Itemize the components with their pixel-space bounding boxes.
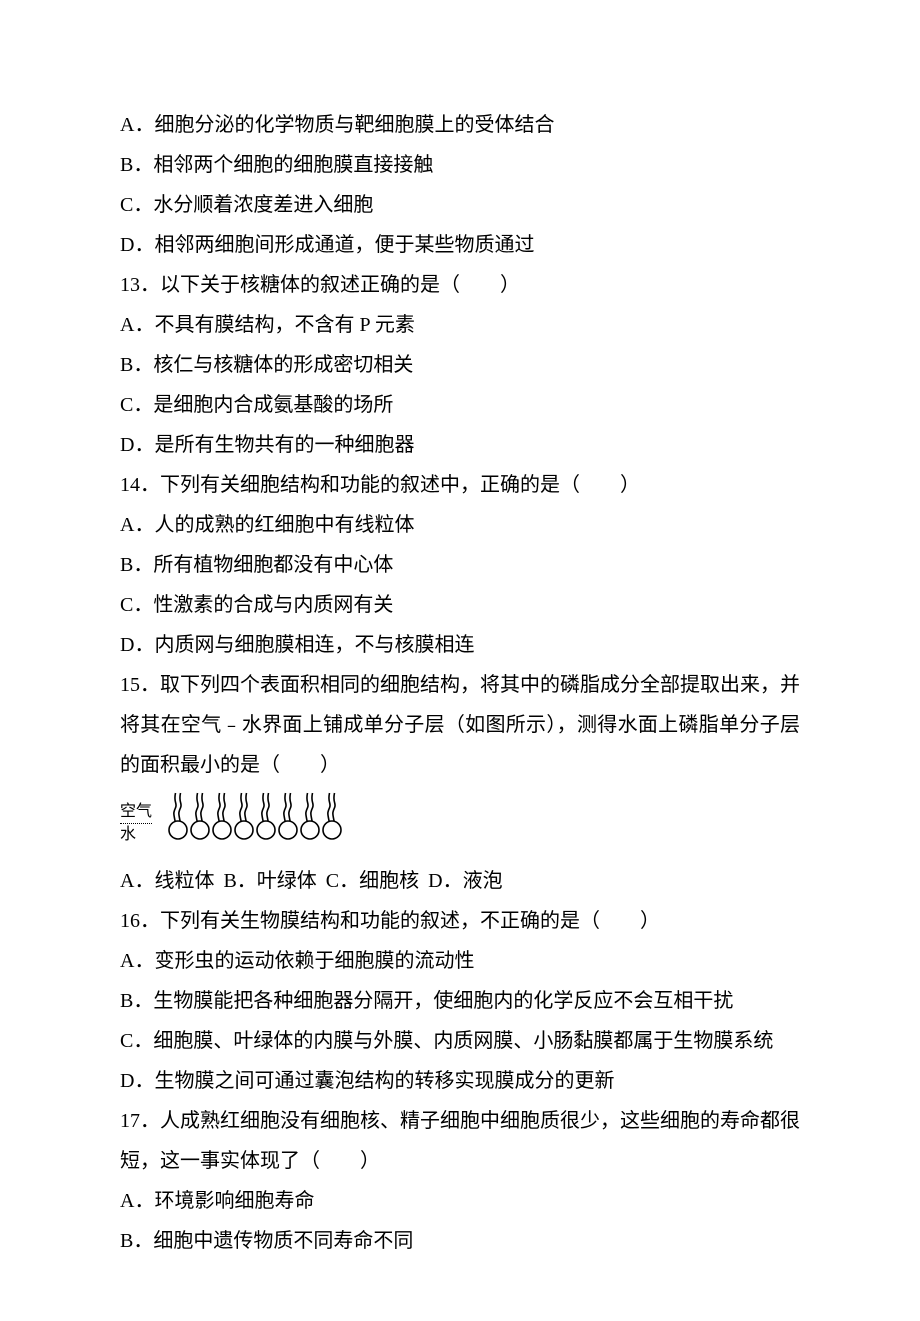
q12-option-b: B．相邻两个细胞的细胞膜直接接触 (120, 145, 800, 185)
q13-option-a: A．不具有膜结构，不含有 P 元素 (120, 305, 800, 345)
figure-label-water: 水 (120, 826, 152, 844)
q16-option-a: A．变形虫的运动依赖于细胞膜的流动性 (120, 941, 800, 981)
q15-figure: 空气 水 (120, 789, 800, 857)
q12-option-c: C．水分顺着浓度差进入细胞 (120, 185, 800, 225)
q12-option-d: D．相邻两细胞间形成通道，便于某些物质通过 (120, 225, 800, 265)
q13-stem: 13．以下关于核糖体的叙述正确的是（ ） (120, 265, 800, 305)
q14-option-c: C．性激素的合成与内质网有关 (120, 585, 800, 625)
q16-option-c: C．细胞膜、叶绿体的内膜与外膜、内质网膜、小肠黏膜都属于生物膜系统 (120, 1021, 800, 1061)
phospholipid-monolayer-icon (159, 789, 343, 857)
q14-option-a: A．人的成熟的红细胞中有线粒体 (120, 505, 800, 545)
q15-option-d: D．液泡 (428, 870, 502, 892)
q14-option-b: B．所有植物细胞都没有中心体 (120, 545, 800, 585)
q15-option-b: B．叶绿体 (223, 870, 316, 892)
q14-stem: 14．下列有关细胞结构和功能的叙述中，正确的是（ ） (120, 465, 800, 505)
q12-option-a: A．细胞分泌的化学物质与靶细胞膜上的受体结合 (120, 105, 800, 145)
q14-option-d: D．内质网与细胞膜相连，不与核膜相连 (120, 625, 800, 665)
q17-option-a: A．环境影响细胞寿命 (120, 1181, 800, 1221)
q17-stem: 17．人成熟红细胞没有细胞核、精子细胞中细胞质很少，这些细胞的寿命都很短，这一事… (120, 1101, 800, 1181)
q15-stem: 15．取下列四个表面积相同的细胞结构，将其中的磷脂成分全部提取出来，并将其在空气… (120, 665, 800, 785)
figure-label-air: 空气 (120, 803, 152, 824)
exam-page: A．细胞分泌的化学物质与靶细胞膜上的受体结合 B．相邻两个细胞的细胞膜直接接触 … (0, 0, 920, 1321)
q16-option-d: D．生物膜之间可通过囊泡结构的转移实现膜成分的更新 (120, 1061, 800, 1101)
q17-option-b: B．细胞中遗传物质不同寿命不同 (120, 1221, 800, 1261)
q16-stem: 16．下列有关生物膜结构和功能的叙述，不正确的是（ ） (120, 901, 800, 941)
q15-option-c: C．细胞核 (326, 870, 419, 892)
figure-label: 空气 水 (120, 803, 152, 843)
q15-option-a: A．线粒体 (120, 870, 214, 892)
q16-option-b: B．生物膜能把各种细胞器分隔开，使细胞内的化学反应不会互相干扰 (120, 981, 800, 1021)
q15-options: A．线粒体 B．叶绿体 C．细胞核 D．液泡 (120, 861, 800, 901)
q13-option-c: C．是细胞内合成氨基酸的场所 (120, 385, 800, 425)
q13-option-b: B．核仁与核糖体的形成密切相关 (120, 345, 800, 385)
q13-option-d: D．是所有生物共有的一种细胞器 (120, 425, 800, 465)
